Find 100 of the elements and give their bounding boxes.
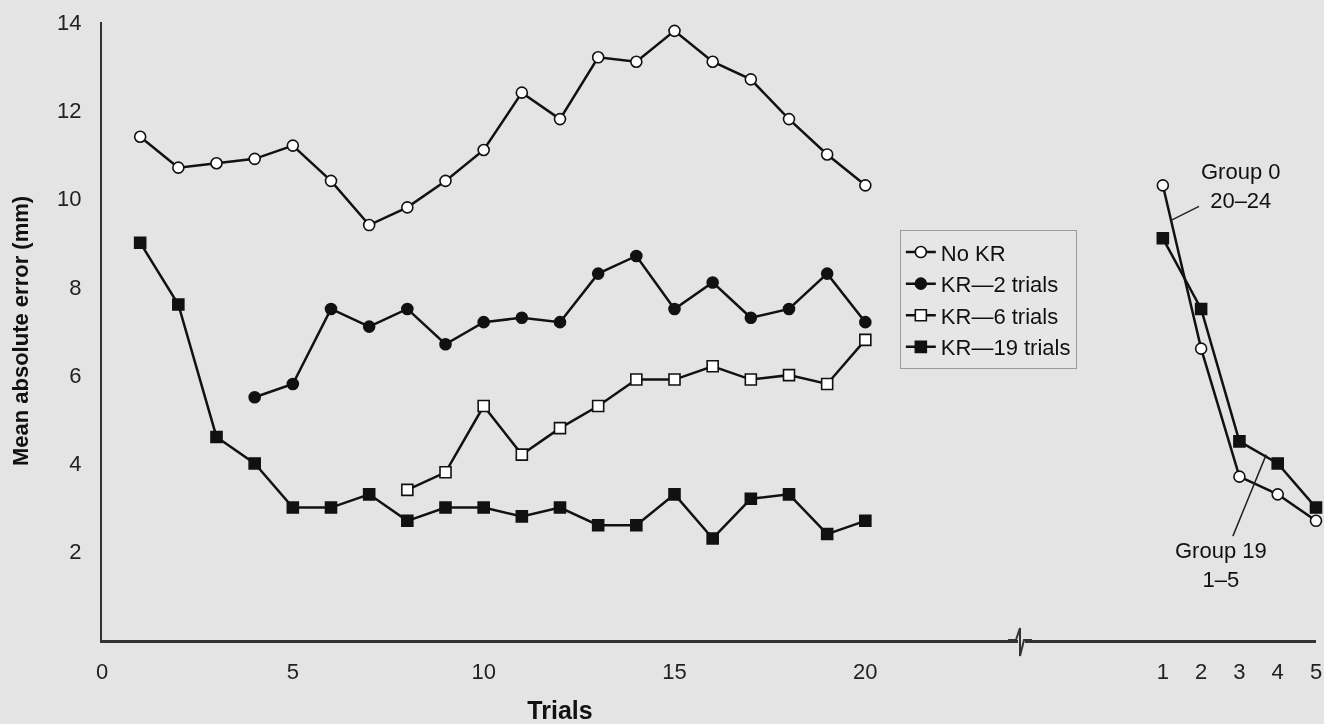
x-tick-label: 5: [286, 658, 299, 684]
x-tick-label: 0: [95, 658, 109, 684]
point: [1271, 457, 1285, 470]
point: [401, 302, 414, 316]
x-tick-label: 5: [1309, 658, 1323, 684]
point: [744, 311, 758, 325]
y-tick-label: 2: [69, 539, 82, 565]
point: [248, 390, 261, 404]
point: [477, 501, 490, 514]
point: [1233, 435, 1246, 448]
y-tick-label: 14: [57, 9, 82, 35]
point: [1156, 179, 1170, 192]
point: [706, 276, 719, 289]
point: [591, 267, 605, 280]
x-tick-label: 10: [471, 658, 496, 684]
point: [439, 337, 452, 351]
point: [668, 302, 681, 316]
point: [1309, 514, 1323, 528]
point: [630, 518, 643, 532]
point: [706, 532, 719, 545]
point: [553, 421, 567, 435]
x-tick-label: 15: [662, 658, 687, 684]
point: [859, 514, 872, 528]
point: [133, 130, 147, 144]
point: [553, 501, 567, 514]
point: [210, 430, 223, 444]
point: [324, 501, 338, 514]
point: [782, 368, 796, 382]
x-tick-label: 4: [1271, 658, 1284, 684]
point: [630, 55, 643, 69]
point: [477, 143, 490, 157]
point: [782, 488, 796, 501]
point: [210, 156, 223, 170]
x-tick-label: 3: [1233, 658, 1246, 684]
point: [859, 333, 872, 347]
point: [172, 298, 185, 311]
point: [782, 302, 796, 316]
point: [248, 457, 261, 470]
point: [782, 112, 796, 126]
point: [1309, 501, 1323, 514]
point: [553, 112, 567, 126]
point: [362, 488, 376, 501]
point: [439, 174, 452, 188]
point: [324, 174, 338, 188]
y-axis-title: Mean absolute error (mm): [8, 195, 34, 467]
point: [362, 218, 376, 232]
point: [286, 139, 300, 152]
point: [820, 377, 834, 391]
point: [439, 465, 452, 479]
point: [286, 377, 300, 391]
point: [706, 55, 719, 69]
x-axis-title: Trials: [527, 696, 593, 724]
point: [515, 448, 529, 461]
point: [591, 518, 605, 532]
point: [401, 483, 414, 497]
point: [859, 179, 872, 192]
point: [1271, 488, 1285, 501]
x-tick-label: 1: [1156, 658, 1169, 684]
point: [515, 510, 529, 523]
point: [630, 249, 643, 263]
point: [1233, 470, 1246, 483]
point: [591, 399, 605, 413]
point: [477, 399, 490, 413]
point: [820, 527, 834, 541]
y-tick-label: 12: [57, 97, 82, 123]
point: [133, 236, 147, 250]
point: [401, 201, 414, 214]
x-tick-label: 20: [853, 658, 878, 684]
annotation: Group 19 1–5: [1175, 538, 1267, 592]
point: [668, 373, 681, 386]
point: [706, 360, 719, 373]
point: [591, 51, 605, 64]
point: [515, 311, 529, 325]
point: [1194, 342, 1208, 355]
point: [744, 373, 758, 386]
point: [820, 267, 834, 280]
point: [172, 161, 185, 174]
point: [477, 315, 490, 329]
point: [668, 24, 681, 38]
y-tick-label: 4: [69, 451, 82, 477]
point: [1194, 302, 1208, 316]
legend-label: KR—19 trials: [940, 335, 1071, 361]
point: [744, 492, 758, 506]
point: [668, 488, 681, 501]
annotation: Group 0 20–24: [1201, 159, 1281, 213]
point: [859, 315, 872, 329]
point: [630, 373, 643, 386]
point: [515, 86, 529, 99]
point: [286, 501, 300, 514]
point: [1156, 232, 1170, 245]
point: [744, 73, 758, 86]
x-tick-label: 2: [1195, 658, 1208, 684]
point: [362, 320, 376, 333]
point: [439, 501, 452, 514]
legend-label: No KR: [940, 240, 1006, 266]
legend-label: KR—6 trials: [940, 303, 1059, 329]
point: [820, 148, 834, 161]
point: [401, 514, 414, 528]
legend-label: KR—2 trials: [940, 272, 1059, 298]
point: [248, 152, 261, 166]
